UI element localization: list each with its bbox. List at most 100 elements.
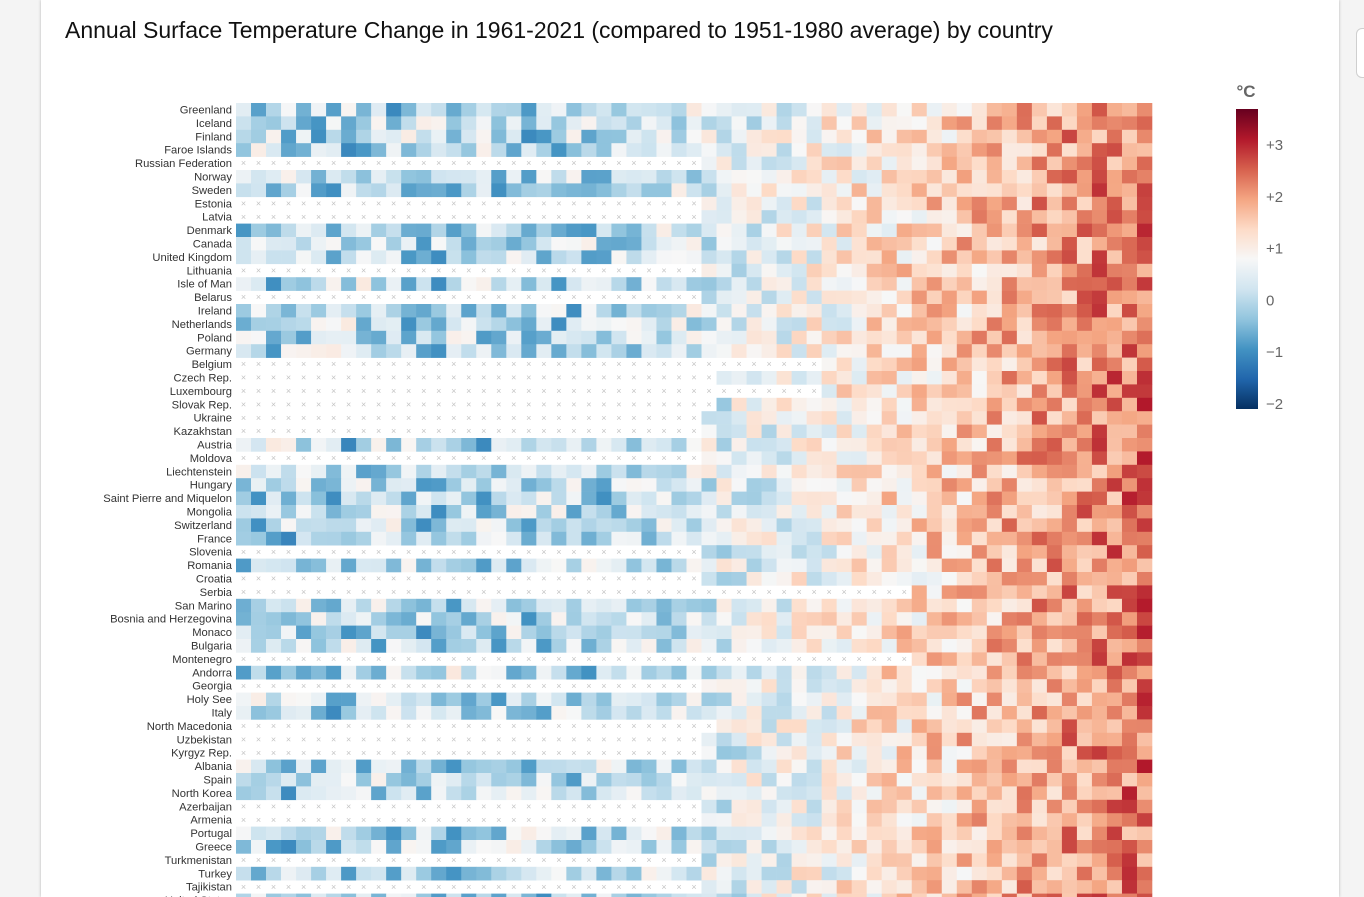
heatmap-cell[interactable]	[596, 505, 612, 519]
heatmap-cell[interactable]	[671, 625, 687, 640]
heatmap-cell[interactable]	[1046, 196, 1063, 211]
heatmap-cell[interactable]	[1046, 143, 1063, 157]
heatmap-cell[interactable]	[1106, 612, 1123, 626]
heatmap-cell[interactable]	[851, 558, 867, 573]
heatmap-cell[interactable]	[566, 464, 582, 479]
heatmap-cell[interactable]	[1031, 612, 1048, 626]
heatmap-cell[interactable]	[461, 692, 477, 707]
heatmap-cell[interactable]	[716, 304, 732, 318]
heatmap-cell[interactable]	[521, 237, 537, 251]
heatmap-cell[interactable]	[836, 304, 852, 318]
heatmap-cell[interactable]	[821, 612, 837, 626]
heatmap-cell[interactable]	[971, 196, 988, 211]
heatmap-cell[interactable]	[371, 759, 387, 774]
heatmap-cell[interactable]	[881, 196, 898, 211]
heatmap-cell[interactable]	[581, 277, 597, 291]
heatmap-cell[interactable]	[356, 491, 372, 506]
heatmap-cell[interactable]	[896, 451, 913, 466]
heatmap-cell[interactable]	[686, 518, 702, 533]
heatmap-cell[interactable]	[986, 598, 1003, 613]
heatmap-cell[interactable]	[626, 103, 642, 117]
heatmap-cell[interactable]	[596, 464, 612, 479]
heatmap-cell[interactable]	[866, 183, 883, 198]
heatmap-cell[interactable]	[491, 330, 507, 345]
heatmap-cell[interactable]	[581, 344, 597, 358]
heatmap-cell[interactable]	[1076, 652, 1093, 667]
heatmap-cell[interactable]	[401, 665, 417, 680]
heatmap-cell[interactable]	[536, 277, 552, 291]
heatmap-cell[interactable]	[356, 840, 372, 854]
heatmap-cell[interactable]	[956, 893, 973, 897]
heatmap-cell[interactable]	[851, 116, 867, 131]
heatmap-cell[interactable]	[1031, 692, 1048, 707]
heatmap-cell[interactable]	[716, 639, 732, 653]
heatmap-cell[interactable]	[1091, 558, 1108, 573]
heatmap-cell[interactable]	[971, 679, 988, 693]
heatmap-cell[interactable]	[356, 786, 372, 801]
heatmap-cell[interactable]	[326, 505, 342, 519]
heatmap-cell[interactable]	[716, 491, 732, 506]
heatmap-cell[interactable]	[386, 250, 402, 265]
heatmap-cell[interactable]	[431, 344, 447, 358]
heatmap-cell[interactable]	[386, 491, 402, 506]
heatmap-cell[interactable]	[971, 290, 988, 305]
heatmap-cell[interactable]	[1001, 263, 1018, 278]
heatmap-cell[interactable]	[431, 773, 447, 787]
heatmap-cell[interactable]	[701, 250, 717, 265]
heatmap-cell[interactable]	[1061, 732, 1078, 747]
heatmap-cell[interactable]	[716, 277, 732, 291]
heatmap-cell[interactable]	[1016, 679, 1033, 693]
heatmap-cell[interactable]	[686, 344, 702, 358]
heatmap-cell[interactable]	[956, 853, 973, 868]
heatmap-cell[interactable]	[1001, 558, 1018, 573]
heatmap-cell[interactable]	[821, 826, 837, 841]
heatmap-cell[interactable]	[341, 518, 357, 533]
heatmap-cell[interactable]	[311, 170, 327, 184]
heatmap-cell[interactable]	[476, 786, 492, 801]
heatmap-cell[interactable]	[821, 531, 837, 546]
heatmap-cell[interactable]	[971, 451, 988, 466]
heatmap-cell[interactable]	[911, 397, 928, 412]
heatmap-cell[interactable]	[251, 277, 267, 291]
heatmap-cell[interactable]	[776, 277, 792, 291]
heatmap-cell[interactable]	[926, 625, 943, 640]
heatmap-cell[interactable]	[1001, 826, 1018, 841]
heatmap-cell[interactable]	[311, 531, 327, 546]
heatmap-cell[interactable]	[476, 478, 492, 492]
heatmap-cell[interactable]	[536, 237, 552, 251]
heatmap-cell[interactable]	[596, 317, 612, 332]
heatmap-cell[interactable]	[851, 237, 867, 251]
heatmap-cell[interactable]	[1121, 799, 1138, 814]
heatmap-cell[interactable]	[581, 116, 597, 131]
heatmap-cell[interactable]	[341, 223, 357, 238]
heatmap-cell[interactable]	[896, 103, 913, 117]
heatmap-cell[interactable]	[1001, 732, 1018, 747]
heatmap-cell[interactable]	[446, 223, 462, 238]
heatmap-cell[interactable]	[551, 330, 567, 345]
heatmap-cell[interactable]	[971, 384, 988, 399]
heatmap-cell[interactable]	[1016, 706, 1033, 720]
heatmap-cell[interactable]	[926, 572, 943, 586]
heatmap-cell[interactable]	[1076, 732, 1093, 747]
heatmap-cell[interactable]	[791, 639, 807, 653]
heatmap-cell[interactable]	[776, 692, 792, 707]
heatmap-cell[interactable]	[266, 893, 282, 897]
heatmap-cell[interactable]	[941, 625, 958, 640]
heatmap-cell[interactable]	[911, 585, 928, 600]
heatmap-cell[interactable]	[641, 330, 657, 345]
heatmap-cell[interactable]	[581, 143, 597, 157]
heatmap-cell[interactable]	[761, 612, 777, 626]
heatmap-cell[interactable]	[431, 840, 447, 854]
heatmap-cell[interactable]	[776, 464, 792, 479]
heatmap-cell[interactable]	[356, 639, 372, 653]
heatmap-cell[interactable]	[1136, 706, 1153, 720]
heatmap-cell[interactable]	[581, 464, 597, 479]
heatmap-cell[interactable]	[356, 129, 372, 144]
heatmap-cell[interactable]	[776, 625, 792, 640]
heatmap-cell[interactable]	[821, 706, 837, 720]
heatmap-cell[interactable]	[791, 531, 807, 546]
heatmap-cell[interactable]	[716, 263, 732, 278]
heatmap-cell[interactable]	[791, 625, 807, 640]
heatmap-cell[interactable]	[521, 759, 537, 774]
heatmap-cell[interactable]	[746, 156, 762, 171]
